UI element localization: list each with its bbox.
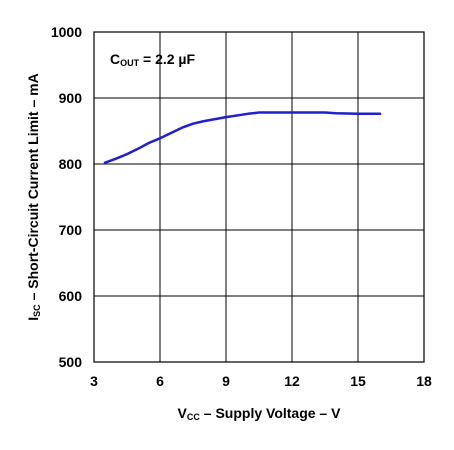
x-tick-label: 6 [156, 373, 164, 389]
plot-background [94, 32, 424, 362]
x-tick-label: 12 [284, 373, 300, 389]
annotation-sub: OUT [120, 58, 140, 68]
plot-frame [93, 31, 425, 363]
x-axis-label: VCC – Supply Voltage – V [178, 405, 342, 422]
y-tick-label: 800 [59, 156, 83, 172]
series-line [103, 111, 382, 164]
annotation-rest: = 2.2 µF [139, 51, 195, 67]
y-axis-label-main: I [25, 317, 41, 321]
x-axis-label-rest: – Supply Voltage – V [200, 405, 341, 421]
x-axis-label-sub: CC [187, 412, 200, 422]
annotation: COUT = 2.2 µF [110, 51, 195, 68]
y-tick-label: 700 [59, 222, 83, 238]
x-tick-label: 15 [350, 373, 366, 389]
tick-labels: 3 6 9 12 15 18 500 600 700 800 900 1000 [51, 24, 432, 389]
x-axis-label-main: V [178, 405, 188, 421]
x-tick-label: 3 [90, 373, 98, 389]
x-tick-label: 18 [416, 373, 432, 389]
x-tick-label: 9 [222, 373, 230, 389]
y-tick-label: 1000 [51, 24, 82, 40]
y-tick-label: 900 [59, 90, 83, 106]
y-axis-label-rest: – Short-Circuit Current Limit – mA [25, 73, 41, 304]
y-axis-label: ISC – Short-Circuit Current Limit – mA [25, 73, 42, 320]
y-axis-label-sub: SC [32, 304, 42, 317]
y-tick-label: 600 [59, 288, 83, 304]
annotation-main: C [110, 51, 120, 67]
y-tick-label: 500 [59, 354, 83, 370]
